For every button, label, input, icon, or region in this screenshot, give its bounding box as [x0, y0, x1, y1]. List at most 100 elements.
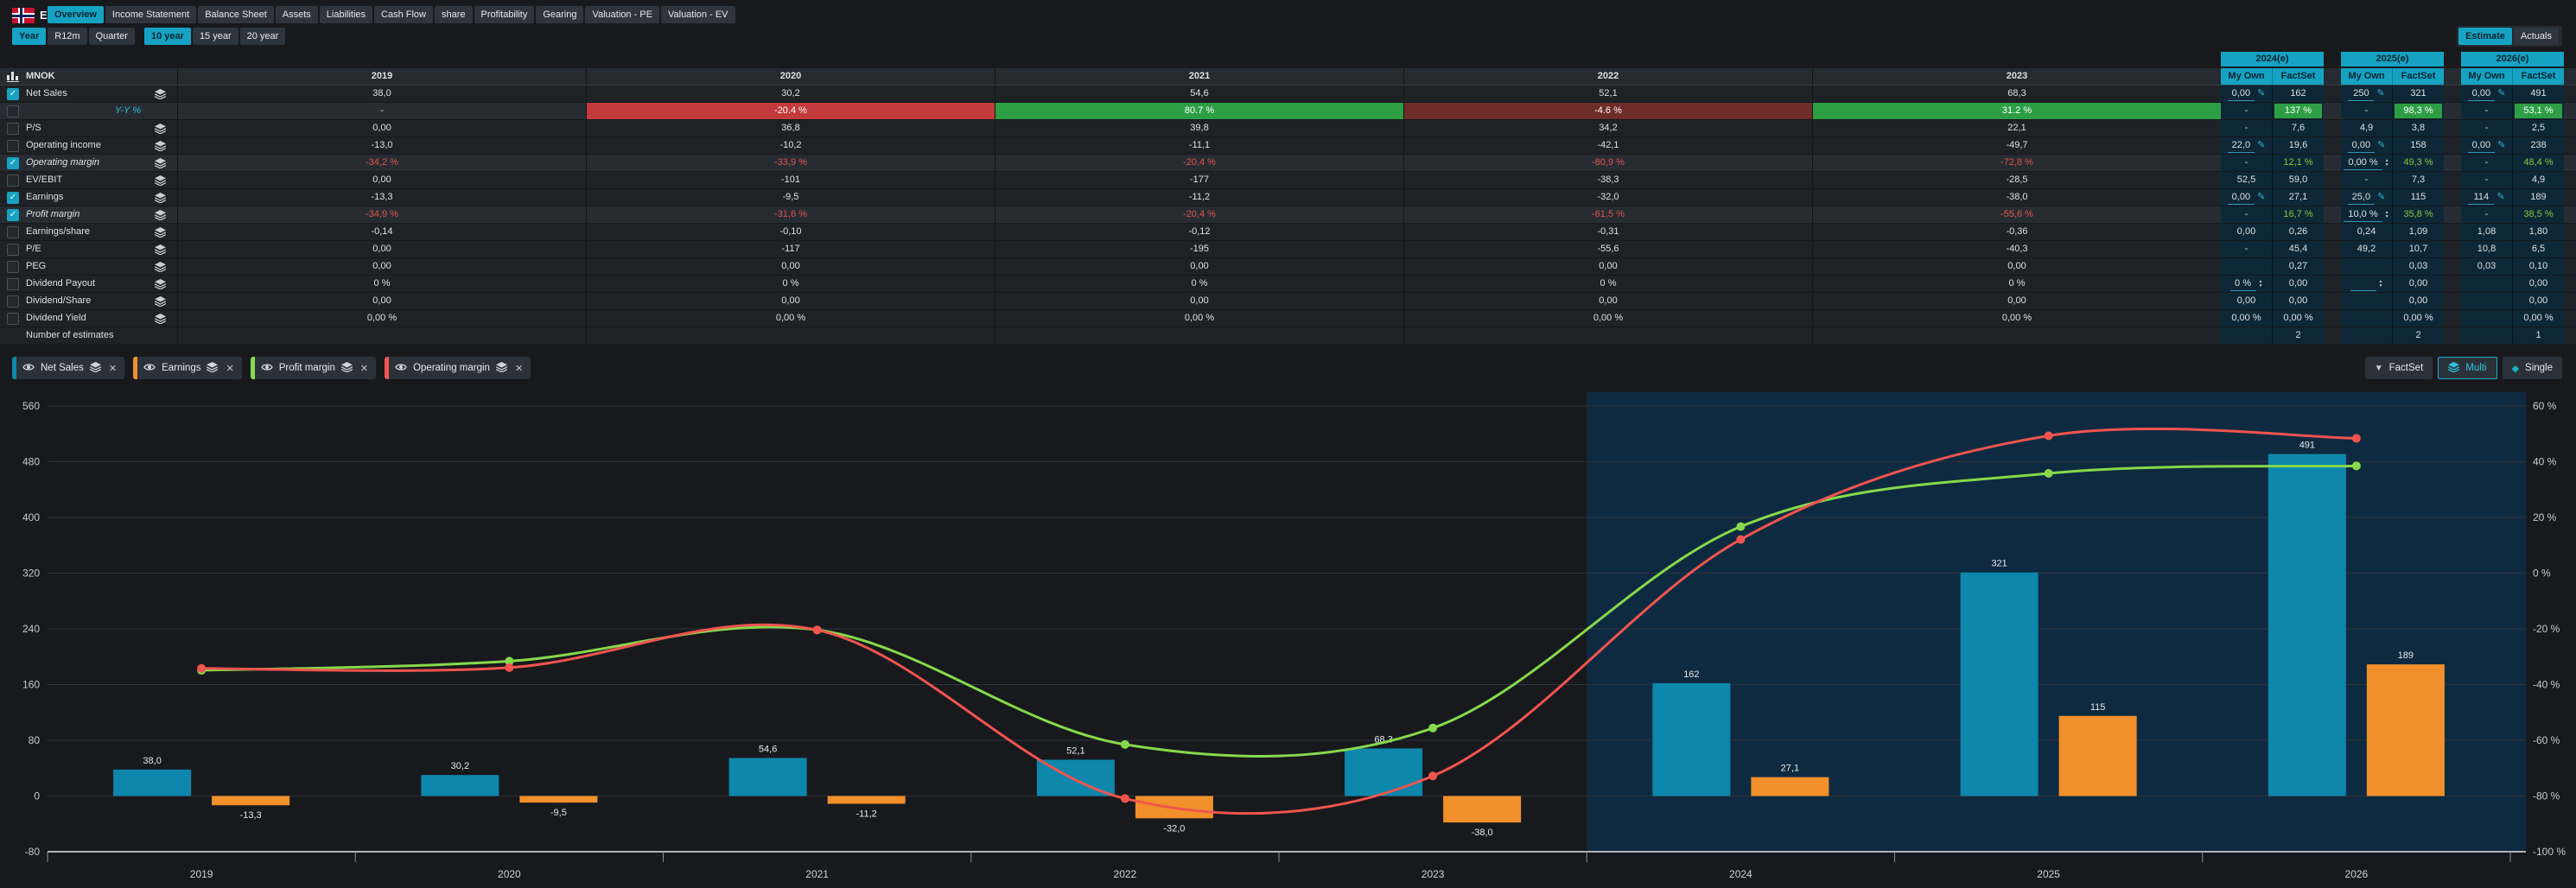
edit-pencil-icon[interactable]: ✎ [2497, 140, 2506, 150]
est-own-cell-earnings-2[interactable]: 25,0 ✎ [2341, 189, 2392, 206]
est-own-cell-ps-3[interactable]: - [2461, 120, 2512, 136]
est-own-cell-net-sales-1[interactable]: 0,00 ✎ [2221, 86, 2272, 102]
row-checkbox-earnings-share[interactable] [7, 225, 19, 238]
tab-valuation-ev[interactable]: Valuation - EV [660, 6, 735, 23]
est-own-cell-dividend-yield-2[interactable] [2341, 310, 2392, 327]
tab-balance-sheet[interactable]: Balance Sheet [198, 6, 274, 23]
est-subheader-my-own[interactable]: My Own [2461, 68, 2512, 85]
range-20-year[interactable]: 20 year [239, 28, 286, 45]
stepper-icon[interactable]: ▲ ▼ [2384, 157, 2389, 168]
mode-estimate[interactable]: Estimate [2458, 28, 2512, 45]
legend-chip-earnings[interactable]: Earnings ✕ [133, 357, 242, 379]
est-own-cell-dividend-share-1[interactable]: 0,00 [2221, 293, 2272, 309]
est-value[interactable]: 0 % [2229, 277, 2256, 291]
layers-icon-slot[interactable] [155, 88, 177, 99]
layers-icon-slot[interactable] [155, 313, 177, 324]
legend-chip-net-sales[interactable]: Net Sales ✕ [12, 357, 125, 379]
bar-chart-icon-slot[interactable] [7, 71, 26, 82]
est-own-cell-operating-income-1[interactable]: 22,0 ✎ [2221, 137, 2272, 154]
est-own-cell-pe-1[interactable]: - [2221, 241, 2272, 257]
multi-view-button[interactable]: Multi [2438, 357, 2497, 379]
est-subheader-my-own[interactable]: My Own [2221, 68, 2272, 85]
tab-income-statement[interactable]: Income Statement [105, 6, 197, 23]
est-own-cell-operating-margin-2[interactable]: 0,00 % ▲ ▼ [2341, 155, 2392, 171]
edit-pencil-icon[interactable]: ✎ [2377, 192, 2386, 202]
row-checkbox-earnings[interactable]: ✓ [7, 191, 19, 204]
period-quarter[interactable]: Quarter [88, 28, 135, 45]
est-own-cell-ev-ebit-2[interactable]: - [2341, 172, 2392, 188]
est-subheader-my-own[interactable]: My Own [2341, 68, 2392, 85]
est-own-cell-num-estimates-2[interactable] [2341, 327, 2392, 344]
est-own-cell-earnings-share-2[interactable]: 0,24 [2341, 224, 2392, 240]
est-own-cell-earnings-share-1[interactable]: 0,00 [2221, 224, 2272, 240]
legend-chip-profit-margin[interactable]: Profit margin ✕ [250, 357, 377, 379]
est-own-cell-dividend-share-2[interactable] [2341, 293, 2392, 309]
layers-icon-slot[interactable] [155, 192, 177, 203]
est-own-cell-peg-3[interactable]: 0,03 [2461, 258, 2512, 275]
eye-icon-slot[interactable] [260, 363, 273, 374]
layers-icon-slot[interactable] [155, 157, 177, 168]
est-value[interactable]: 0,00 [2227, 87, 2255, 101]
est-own-cell-profit-margin-3[interactable]: - [2461, 206, 2512, 223]
row-checkbox-ev-ebit[interactable] [7, 174, 19, 187]
tab-share[interactable]: share [435, 6, 473, 23]
layers-icon-slot[interactable] [155, 295, 177, 307]
est-own-cell-dividend-share-3[interactable] [2461, 293, 2512, 309]
edit-pencil-icon[interactable]: ✎ [2257, 88, 2266, 98]
layers-icon-slot[interactable] [155, 261, 177, 272]
stepper-icon[interactable]: ▲ ▼ [2258, 278, 2263, 289]
edit-pencil-icon[interactable]: ✎ [2496, 192, 2505, 202]
est-own-cell-yoy-2[interactable]: - [2341, 103, 2392, 119]
est-own-cell-yoy-3[interactable]: - [2461, 103, 2512, 119]
layers-icon-slot[interactable] [495, 361, 508, 375]
stepper-icon[interactable]: ▲ ▼ [2378, 278, 2383, 289]
factset-filter-button[interactable]: ▼ FactSet [2364, 357, 2433, 379]
edit-pencil-icon[interactable]: ✎ [2257, 192, 2266, 202]
est-value[interactable]: 114 [2468, 191, 2495, 205]
layers-icon-slot[interactable] [340, 361, 353, 375]
est-own-cell-yoy-1[interactable]: - [2221, 103, 2272, 119]
est-own-cell-ps-1[interactable]: - [2221, 120, 2272, 136]
mode-actuals[interactable]: Actuals [2513, 28, 2559, 45]
est-own-cell-dividend-payout-3[interactable] [2461, 276, 2512, 292]
est-value[interactable]: 0,00 [2227, 191, 2255, 205]
est-value[interactable]: 250 [2348, 87, 2375, 101]
layers-icon-slot[interactable] [155, 278, 177, 289]
layers-icon-slot[interactable] [155, 226, 177, 238]
period-year[interactable]: Year [12, 28, 47, 45]
close-icon[interactable]: ✕ [514, 363, 524, 374]
tab-assets[interactable]: Assets [275, 6, 318, 23]
est-value[interactable]: 25,0 [2347, 191, 2376, 205]
tab-valuation-pe[interactable]: Valuation - PE [585, 6, 659, 23]
row-checkbox-dividend-payout[interactable] [7, 277, 19, 290]
row-checkbox-net-sales[interactable]: ✓ [7, 87, 19, 100]
range-10-year[interactable]: 10 year [144, 28, 191, 45]
row-checkbox-pe[interactable] [7, 243, 19, 256]
tab-gearing[interactable]: Gearing [536, 6, 584, 23]
close-icon[interactable]: ✕ [108, 363, 118, 374]
edit-pencil-icon[interactable]: ✎ [2257, 140, 2266, 150]
legend-chip-operating-margin[interactable]: Operating margin ✕ [385, 357, 531, 379]
est-own-cell-operating-income-2[interactable]: 0,00 ✎ [2341, 137, 2392, 154]
row-checkbox-ps[interactable] [7, 122, 19, 135]
est-own-cell-earnings-3[interactable]: 114 ✎ [2461, 189, 2512, 206]
stepper-icon[interactable]: ▲ ▼ [2384, 209, 2389, 219]
edit-pencil-icon[interactable]: ✎ [2376, 88, 2385, 98]
single-view-button[interactable]: ◆ Single [2502, 357, 2562, 379]
layers-icon-slot[interactable] [155, 123, 177, 134]
est-own-cell-num-estimates-3[interactable] [2461, 327, 2512, 344]
est-value[interactable]: 0,00 [2467, 139, 2496, 153]
est-own-cell-dividend-payout-2[interactable]: ▲ ▼ [2341, 276, 2392, 292]
tab-overview[interactable]: Overview [48, 6, 104, 23]
tab-cash-flow[interactable]: Cash Flow [374, 6, 433, 23]
row-checkbox-peg[interactable] [7, 260, 19, 273]
row-checkbox-operating-margin[interactable]: ✓ [7, 156, 19, 169]
est-own-cell-net-sales-3[interactable]: 0,00 ✎ [2461, 86, 2512, 102]
eye-icon-slot[interactable] [22, 363, 35, 374]
est-own-cell-pe-2[interactable]: 49,2 [2341, 241, 2392, 257]
edit-pencil-icon[interactable]: ✎ [2497, 88, 2506, 98]
est-own-cell-earnings-share-3[interactable]: 1,08 [2461, 224, 2512, 240]
est-value[interactable]: 0,00 % [2344, 156, 2382, 170]
est-own-cell-net-sales-2[interactable]: 250 ✎ [2341, 86, 2392, 102]
est-subheader-factset[interactable]: FactSet [2512, 68, 2564, 85]
